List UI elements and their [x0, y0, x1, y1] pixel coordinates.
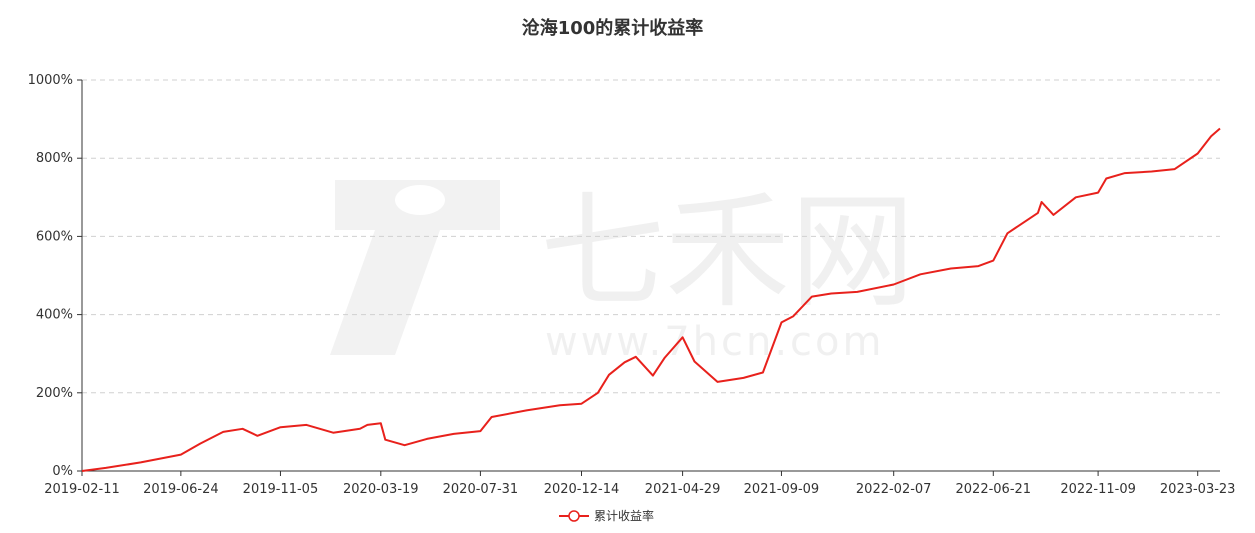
x-tick-label: 2019-02-11 — [44, 482, 120, 497]
watermark-logo-icon — [330, 180, 500, 355]
x-tick-label: 2023-03-23 — [1160, 482, 1236, 497]
x-axis-ticks: 2019-02-11 2019-06-24 2019-11-05 2020-03-19… — [44, 471, 1235, 497]
y-tick-label: 0% — [52, 464, 73, 479]
watermark-url-text: www.7hcn.com — [545, 319, 884, 365]
y-tick-label: 800% — [36, 151, 73, 166]
y-tick-label: 200% — [36, 386, 73, 401]
x-tick-label: 2019-11-05 — [243, 482, 319, 497]
chart-title: 沧海100的累计收益率 — [521, 18, 704, 39]
x-tick-label: 2021-09-09 — [744, 482, 820, 497]
axes — [81, 80, 1220, 472]
x-tick-label: 2020-03-19 — [343, 482, 419, 497]
x-tick-label: 2022-02-07 — [856, 482, 932, 497]
x-tick-label: 2021-04-29 — [645, 482, 721, 497]
y-tick-label: 600% — [36, 229, 73, 244]
watermark: 七禾网 www.7hcn.com — [330, 180, 915, 365]
y-axis-ticks: 0% 200% 400% 600% 800% 1000% — [28, 73, 82, 479]
x-tick-label: 2020-12-14 — [544, 482, 620, 497]
x-tick-label: 2020-07-31 — [443, 482, 519, 497]
x-tick-label: 2022-11-09 — [1060, 482, 1136, 497]
y-tick-label: 400% — [36, 308, 73, 323]
grid-lines — [82, 79, 1220, 394]
series-layer — [81, 127, 1221, 472]
legend[interactable]: 累计收益率 — [559, 508, 654, 523]
y-tick-label: 1000% — [28, 73, 73, 88]
legend-marker-icon — [568, 510, 580, 522]
legend-label: 累计收益率 — [594, 508, 654, 523]
x-tick-label: 2022-06-21 — [956, 482, 1032, 497]
x-tick-label: 2019-06-24 — [143, 482, 219, 497]
watermark-brand-text: 七禾网 — [540, 180, 915, 325]
